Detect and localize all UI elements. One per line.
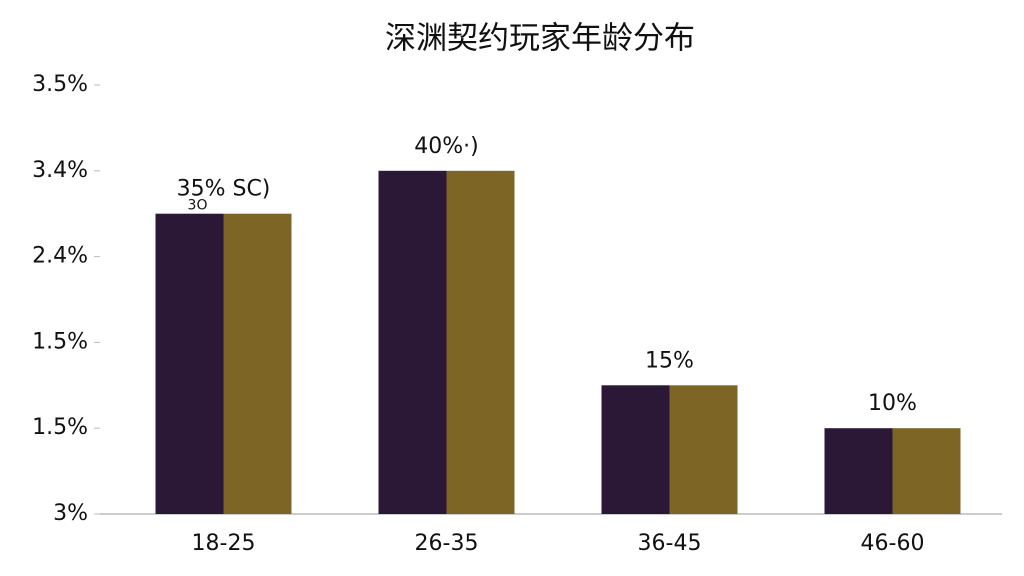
y-tick-label: 3% [53,501,88,526]
x-tick-label: 36-45 [638,531,702,556]
chart-title: 深渊契约玩家年龄分布 [385,21,695,57]
bar [223,213,292,514]
x-tick-label: 18-25 [192,531,256,556]
data-label: 40%·) [414,134,478,159]
annotation: 3O [188,198,208,214]
x-tick-label: 26-35 [415,531,479,556]
bar [378,170,447,515]
bar [669,385,738,514]
data-label: 10% [868,391,917,416]
bar [446,170,515,515]
y-tick-label: 1.5% [32,329,88,354]
bar [601,385,670,514]
bar [892,428,961,514]
data-label: 15% [645,348,694,373]
y-tick-label: 3.5% [32,72,88,97]
y-tick-label: 1.5% [32,415,88,440]
y-tick-label: 2.4% [32,244,88,269]
x-tick-label: 46-60 [861,531,925,556]
y-tick-label: 3.4% [32,158,88,183]
data-label: 35% SC) [177,177,271,202]
bar [155,213,224,514]
bar [824,428,893,514]
